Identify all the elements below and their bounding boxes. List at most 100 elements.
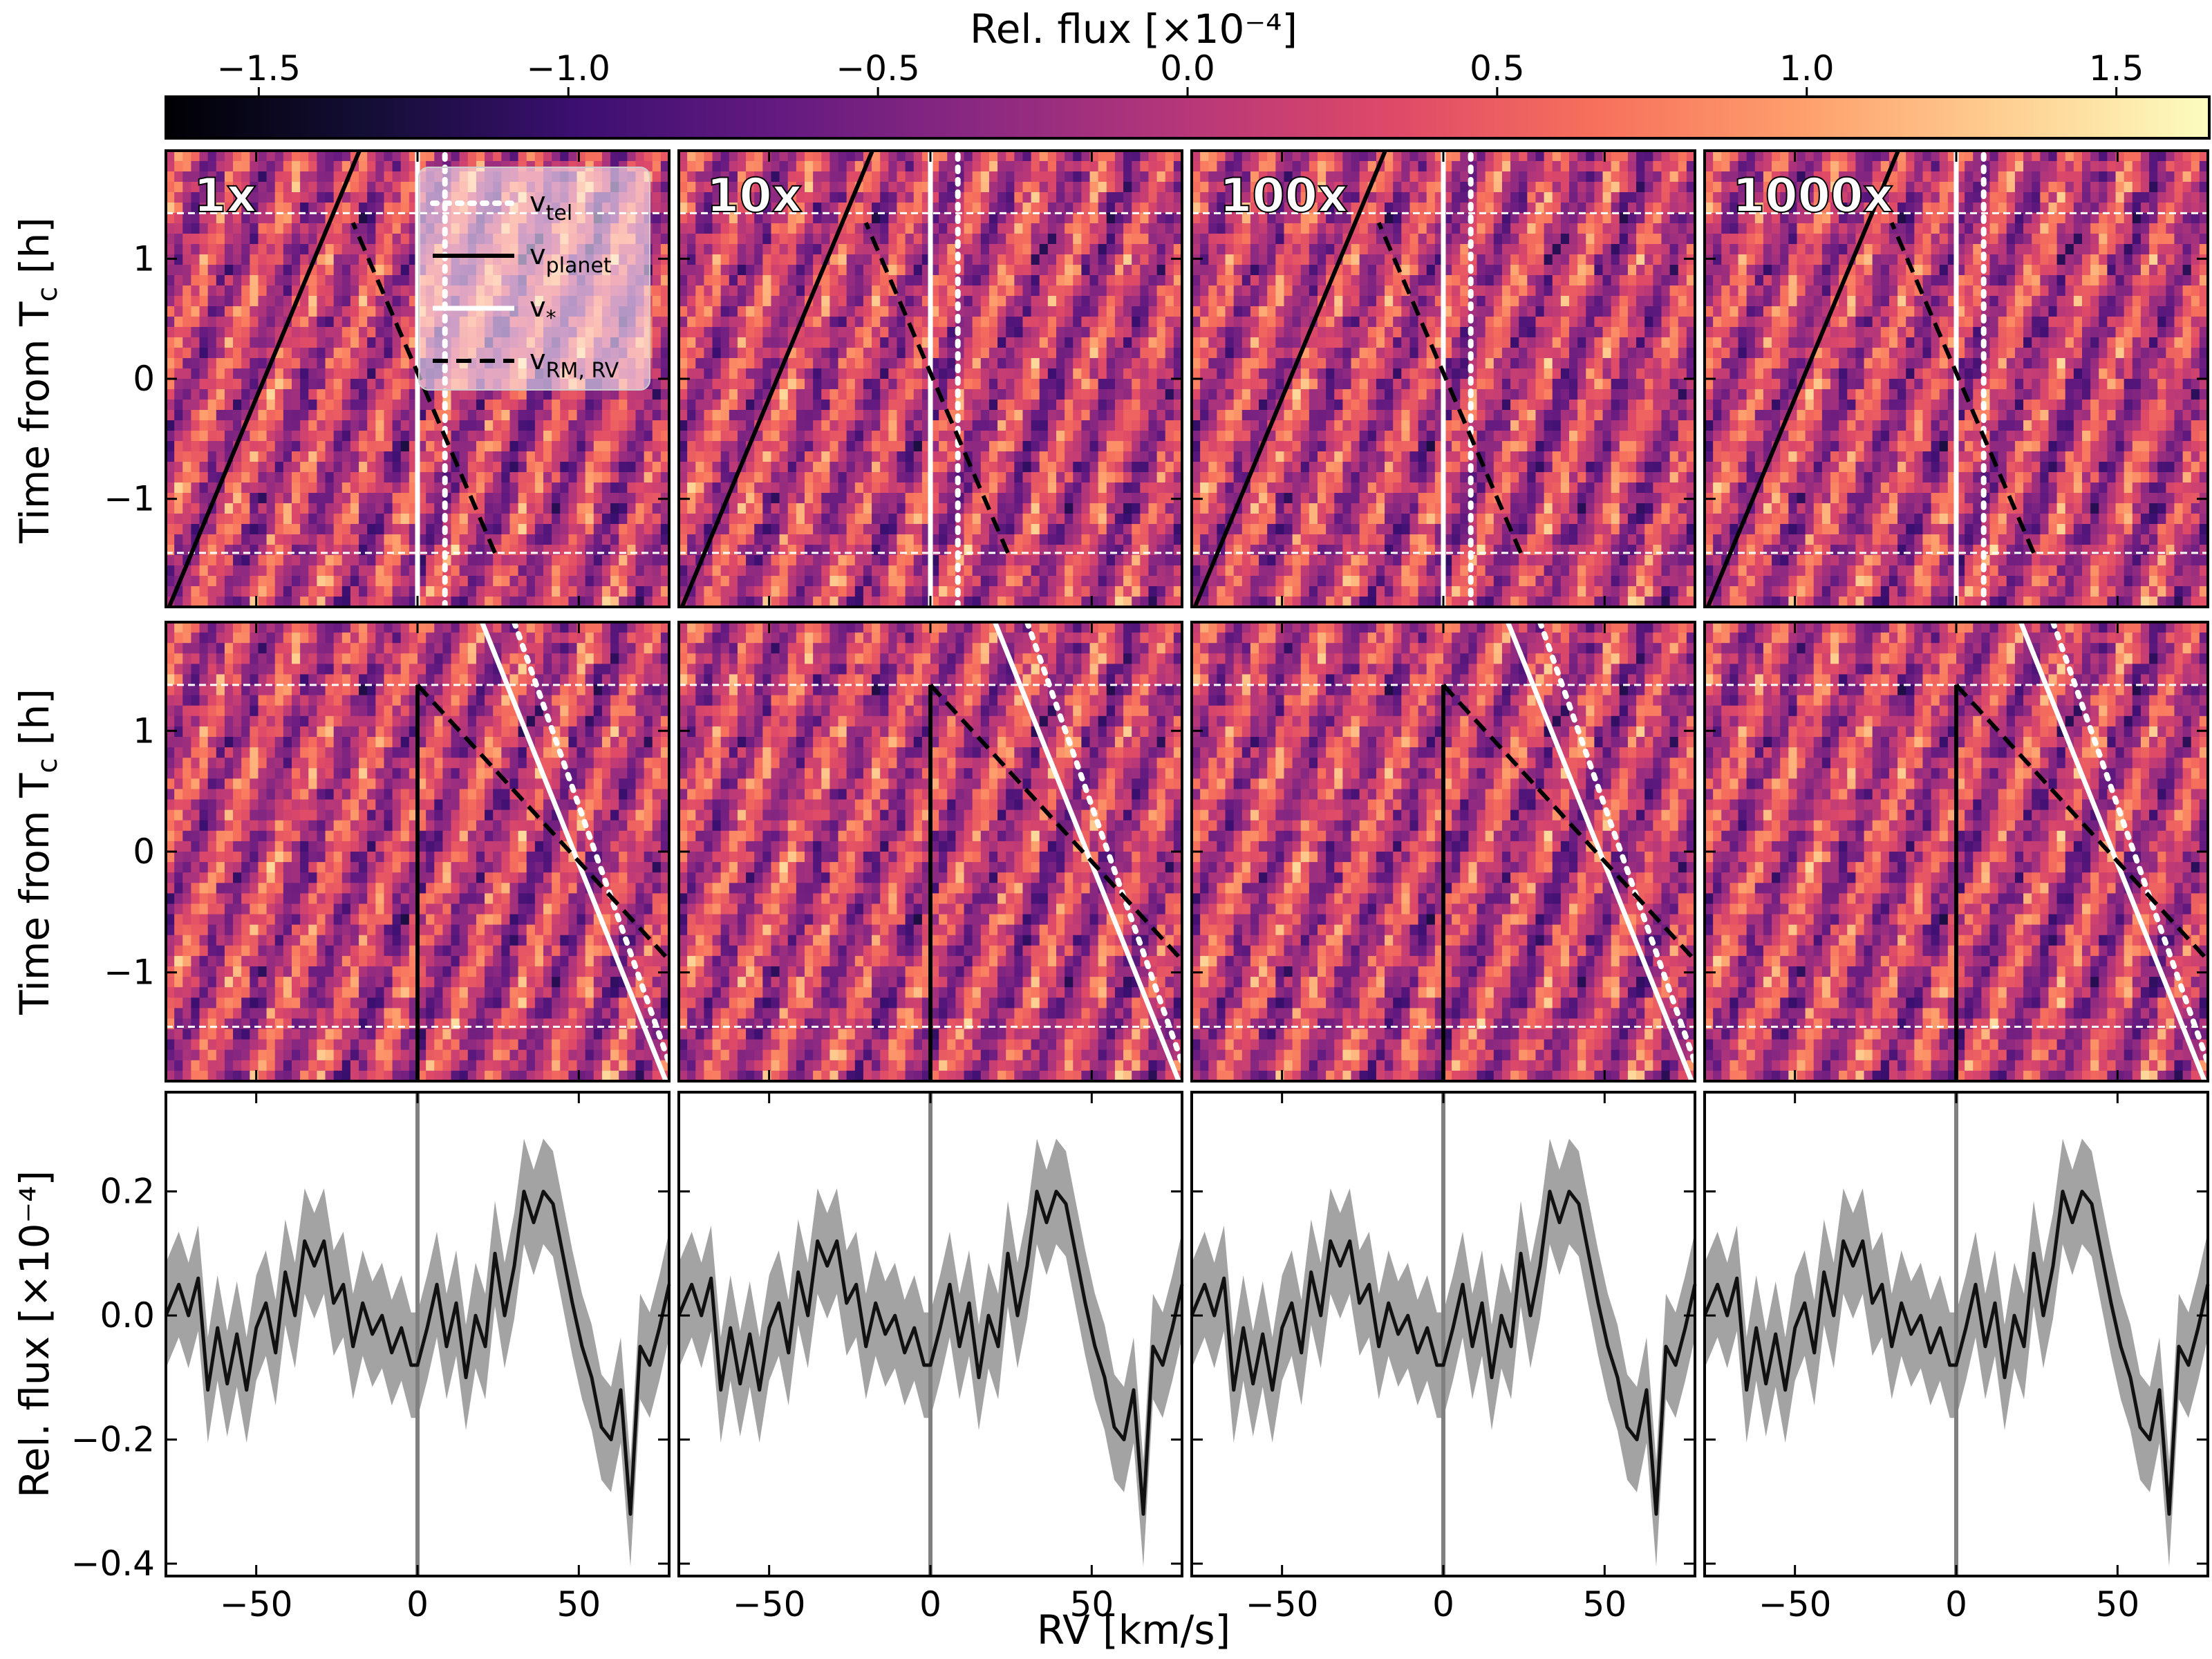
heatmap-cell: [947, 171, 956, 182]
heatmap-cell: [627, 451, 637, 462]
heatmap-cell: [1106, 514, 1116, 525]
heatmap-cell: [375, 597, 385, 607]
heatmap-cell: [233, 337, 242, 348]
heatmap-cell: [997, 451, 1006, 462]
heatmap-cell: [174, 524, 183, 535]
heatmap-cell: [1165, 348, 1174, 359]
heatmap-cell: [905, 503, 915, 514]
heatmap-cell: [400, 597, 410, 607]
heatmap-cell: [913, 451, 923, 462]
heatmap-cell: [258, 285, 268, 297]
heatmap-cell: [813, 493, 822, 504]
heatmap-cell: [308, 534, 317, 545]
heatmap-cell: [509, 503, 519, 514]
heatmap-cell: [1165, 379, 1174, 390]
heatmap-cell: [350, 285, 359, 297]
heatmap-cell: [266, 306, 276, 317]
heatmap-cell: [283, 524, 292, 535]
heatmap-cell: [317, 524, 326, 535]
heatmap-cell: [880, 337, 889, 348]
heatmap-cell: [838, 462, 847, 473]
heatmap-cell: [635, 462, 645, 473]
heatmap-cell: [325, 348, 335, 359]
heatmap-cell: [207, 182, 217, 193]
heatmap-cell: [333, 213, 343, 224]
heatmap-cell: [1156, 244, 1166, 255]
heatmap-cell: [972, 514, 982, 525]
heatmap-cell: [166, 431, 175, 442]
heatmap-cell: [838, 337, 847, 348]
heatmap-cell: [635, 441, 645, 452]
heatmap-cell: [552, 524, 561, 535]
heatmap-cell: [400, 358, 410, 369]
heatmap-cell: [224, 597, 234, 607]
heatmap-cell: [913, 420, 923, 431]
heatmap-cell: [652, 348, 662, 359]
heatmap-cell: [1140, 462, 1150, 473]
heatmap-cell: [493, 389, 502, 400]
heatmap-cell: [779, 285, 789, 297]
heatmap-cell: [543, 586, 552, 597]
heatmap-cell: [754, 161, 763, 172]
heatmap-cell: [1098, 234, 1107, 245]
heatmap-cell: [913, 431, 923, 442]
heatmap-cell: [1065, 368, 1074, 379]
heatmap-cell: [704, 151, 713, 162]
heatmap-cell: [350, 503, 359, 514]
heatmap-cell: [695, 431, 704, 442]
heatmap-cell: [292, 431, 301, 442]
heatmap-cell: [939, 337, 948, 348]
heatmap-cell: [317, 576, 326, 587]
heatmap-cell: [384, 151, 393, 162]
heatmap-cell: [182, 493, 191, 504]
heatmap-cell: [913, 441, 923, 452]
heatmap-cell: [779, 420, 789, 431]
heatmap-cell: [888, 420, 898, 431]
heatmap-cell: [375, 410, 385, 421]
heatmap-cell: [359, 348, 368, 359]
heatmap-cell: [1022, 213, 1032, 224]
heatmap-cell: [552, 586, 561, 597]
heatmap-cell: [787, 182, 797, 193]
heatmap-cell: [1065, 265, 1074, 276]
heatmap-cell: [467, 410, 477, 421]
heatmap-cell: [964, 368, 973, 379]
heatmap-cell: [174, 368, 183, 379]
heatmap-cell: [585, 482, 594, 494]
heatmap-cell: [384, 410, 393, 421]
heatmap-cell: [687, 348, 696, 359]
heatmap-cell: [796, 410, 805, 421]
heatmap-cell: [191, 244, 200, 255]
heatmap-cell: [805, 213, 814, 224]
heatmap-cell: [1073, 431, 1082, 442]
heatmap-cell: [846, 213, 856, 224]
heatmap-cell: [241, 182, 250, 193]
heatmap-cell: [888, 234, 898, 245]
heatmap-cell: [1123, 534, 1132, 545]
heatmap-cell: [660, 223, 669, 234]
heatmap-cell: [679, 161, 688, 172]
heatmap-cell: [266, 234, 276, 245]
heatmap-cell: [939, 161, 948, 172]
heatmap-cell: [526, 514, 536, 525]
heatmap-cell: [1056, 368, 1065, 379]
heatmap-cell: [501, 472, 511, 483]
heatmap-cell: [1065, 223, 1074, 234]
heatmap-cell: [787, 171, 797, 182]
heatmap-cell: [367, 337, 376, 348]
heatmap-cell: [333, 493, 343, 504]
heatmap-cell: [292, 420, 301, 431]
heatmap-cell: [400, 203, 410, 214]
heatmap-cell: [880, 275, 889, 286]
heatmap-cell: [863, 451, 872, 462]
heatmap-cell: [939, 379, 948, 390]
heatmap-cell: [687, 213, 696, 224]
heatmap-cell: [1114, 254, 1124, 265]
heatmap-cell: [1098, 244, 1107, 255]
heatmap-cell: [1156, 472, 1166, 483]
heatmap-cell: [216, 203, 225, 214]
heatmap-cell: [518, 420, 527, 431]
heatmap-cell: [695, 379, 704, 390]
heatmap-cell: [216, 534, 225, 545]
heatmap-cell: [695, 451, 704, 462]
